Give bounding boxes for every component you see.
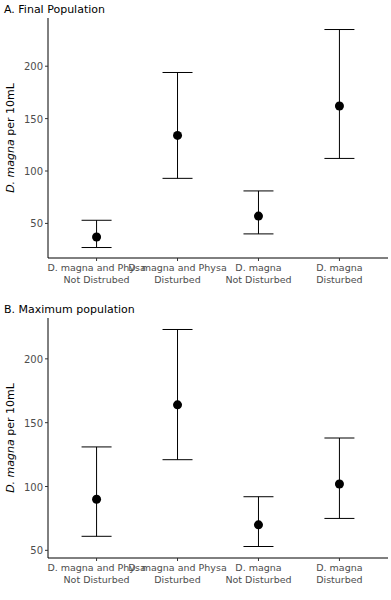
error-bar-stem <box>96 447 97 536</box>
y-axis-line <box>48 318 49 558</box>
chart: A. Final Population D. magna per 10mL 50 10… <box>0 0 391 600</box>
x-tick-label: D. magnaNot Disturbed <box>225 262 291 285</box>
panel: A. Final Population D. magna per 10mL 50 10… <box>4 3 388 285</box>
y-tick-label: 150 <box>24 114 43 125</box>
y-tick-label: 50 <box>30 545 43 556</box>
error-bar-stem <box>339 438 340 518</box>
y-tick-label: 200 <box>24 61 43 72</box>
marks <box>82 329 355 546</box>
error-bar-cap <box>163 459 193 460</box>
error-bar-stem <box>339 30 340 159</box>
error-bar-cap <box>163 329 193 330</box>
error-bar-cap <box>324 438 354 439</box>
x-tick-label-line: D. magna and Physa <box>128 562 226 573</box>
title: A. Final Population <box>4 3 105 16</box>
x-tick-label: D. magnaDisturbed <box>316 562 362 585</box>
error-bar <box>324 438 354 518</box>
x-tick-label-line: Not Disturbed <box>225 274 291 285</box>
y-axis-label-part: per 10mL <box>4 382 17 439</box>
x-tick-label: D. magnaNot Disturbed <box>225 562 291 585</box>
y-tick <box>45 550 48 551</box>
x-tick-label-line: D. magna <box>316 262 362 273</box>
y-tick-label: 100 <box>24 482 43 493</box>
x-tick <box>339 558 340 561</box>
point <box>254 212 263 221</box>
error-bar <box>243 497 273 547</box>
error-bar-cap <box>243 546 273 547</box>
error-bar-cap <box>163 72 193 73</box>
x-tick-label: D. magnaDisturbed <box>316 262 362 285</box>
y-tick-label: 50 <box>30 218 43 229</box>
error-bar <box>82 447 112 536</box>
panel: B. Maximum population D. magna per 10mL 50… <box>4 303 388 585</box>
error-bar-cap <box>324 29 354 30</box>
error-bar <box>82 220 112 247</box>
point <box>92 233 101 242</box>
x-tick-label-line: Not Disturbed <box>64 574 130 585</box>
error-bar-cap <box>324 158 354 159</box>
y-axis-line <box>48 18 49 258</box>
x-axis-line <box>48 558 388 559</box>
error-bar-cap <box>82 220 112 221</box>
y-tick <box>45 118 48 119</box>
y-axis-label-part: D. magna <box>4 139 17 193</box>
x-tick-label-line: Not Disturbed <box>225 574 291 585</box>
x-tick <box>177 258 178 261</box>
error-bar-cap <box>82 536 112 537</box>
x-tick <box>339 258 340 261</box>
x-tick-label-line: Not Distrubed <box>64 274 130 285</box>
error-bar-stem <box>177 329 178 459</box>
error-bar-cap <box>324 518 354 519</box>
point <box>254 520 263 529</box>
y-axis-label: D. magna per 10mL <box>4 82 17 193</box>
x-tick-label-line: Disturbed <box>154 274 200 285</box>
y-axis-label-part: per 10mL <box>4 82 17 139</box>
error-bar-cap <box>82 247 112 248</box>
error-bar <box>163 72 193 178</box>
x-tick-label-line: D. magna and Physa <box>128 262 226 273</box>
error-bar-cap <box>243 496 273 497</box>
point <box>173 400 182 409</box>
marks <box>82 30 355 248</box>
y-tick <box>45 66 48 67</box>
point <box>335 479 344 488</box>
x-tick-label-line: Disturbed <box>316 574 362 585</box>
y-tick <box>45 223 48 224</box>
point <box>335 102 344 111</box>
x-tick-label-line: Disturbed <box>316 274 362 285</box>
y-tick-label: 200 <box>24 354 43 365</box>
y-axis-label: D. magna per 10mL <box>4 382 17 493</box>
error-bar-cap <box>163 178 193 179</box>
x-tick-label-line: D. magna <box>316 562 362 573</box>
y-tick-label: 150 <box>24 418 43 429</box>
y-tick <box>45 358 48 359</box>
point <box>173 131 182 140</box>
error-bar-stem <box>177 72 178 178</box>
y-axis-label-part: D. magna <box>4 439 17 493</box>
x-tick <box>96 558 97 561</box>
error-bar <box>243 191 273 234</box>
y-tick-label: 100 <box>24 166 43 177</box>
x-tick-label-line: D. magna <box>235 562 281 573</box>
y-tick <box>45 486 48 487</box>
error-bar-cap <box>243 190 273 191</box>
x-tick <box>177 558 178 561</box>
error-bar-cap <box>243 233 273 234</box>
error-bar <box>324 30 354 159</box>
error-bar <box>163 329 193 459</box>
x-tick <box>258 258 259 261</box>
x-tick-label-line: Disturbed <box>154 574 200 585</box>
x-tick-label: D. magna and PhysaDisturbed <box>128 562 226 585</box>
x-tick <box>258 558 259 561</box>
error-bar-cap <box>82 446 112 447</box>
x-tick-label: D. magna and PhysaDisturbed <box>128 262 226 285</box>
y-tick <box>45 422 48 423</box>
y-tick <box>45 171 48 172</box>
x-tick <box>96 258 97 261</box>
x-axis-line <box>48 258 388 259</box>
point <box>92 495 101 504</box>
x-tick-label-line: D. magna <box>235 262 281 273</box>
title: B. Maximum population <box>4 303 135 316</box>
